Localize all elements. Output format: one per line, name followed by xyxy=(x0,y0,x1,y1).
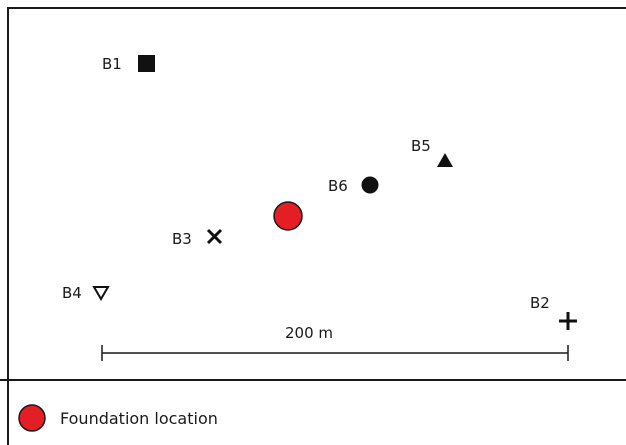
borehole-b3-label: B3 xyxy=(172,230,192,248)
legend-foundation-label: Foundation location xyxy=(60,409,218,428)
foundation-location-marker xyxy=(273,201,303,231)
borehole-b2-marker xyxy=(559,312,577,330)
scale-bar-label: 200 m xyxy=(285,324,333,342)
borehole-b5-label: B5 xyxy=(411,137,431,155)
borehole-b4-marker xyxy=(92,286,110,301)
borehole-b3-marker xyxy=(206,228,223,245)
legend-foundation-icon xyxy=(18,404,46,432)
scale-bar xyxy=(101,345,569,361)
borehole-b5-marker xyxy=(437,153,453,167)
borehole-b1-label: B1 xyxy=(102,55,122,73)
borehole-b2-label: B2 xyxy=(530,294,550,312)
borehole-b6-label: B6 xyxy=(328,177,348,195)
borehole-b4-label: B4 xyxy=(62,284,82,302)
borehole-b6-marker xyxy=(361,176,379,194)
borehole-b1-marker xyxy=(138,55,155,72)
